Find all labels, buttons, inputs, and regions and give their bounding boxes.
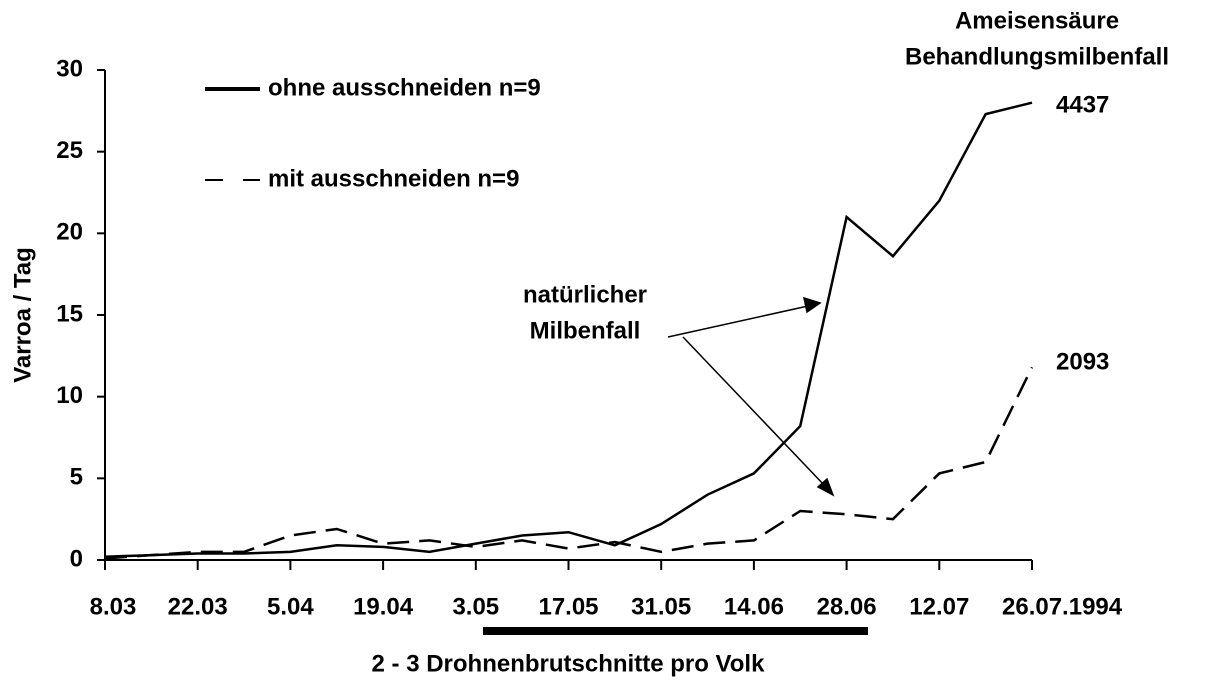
x-tick-label: 14.06: [724, 593, 784, 620]
annotation: 4437: [1056, 91, 1109, 118]
arrows: [667, 296, 835, 497]
y-tick-label: 15: [56, 300, 83, 327]
y-tick-label: 30: [56, 55, 83, 82]
x-tick-label: 19.04: [353, 593, 414, 620]
y-tick-label: 20: [56, 219, 83, 246]
x-tick-label: 12.07: [909, 593, 969, 620]
x-tick-label: 5.04: [267, 593, 314, 620]
x-tick-label: 31.05: [631, 593, 691, 620]
y-axis-label: Varroa / Tag: [9, 247, 36, 383]
x-tick-label: 17.05: [538, 593, 598, 620]
cut-period-bar: [483, 627, 868, 635]
x-axis-label: 2 - 3 Drohnenbrutschnitte pro Volk: [372, 650, 766, 677]
x-tick-label: 8.03: [90, 593, 137, 620]
y-tick-label: 10: [56, 382, 83, 409]
annotation: Milbenfall: [530, 317, 641, 344]
y-tick-label: 25: [56, 137, 83, 164]
series-line: [104, 366, 1034, 560]
annotation: natürlicher: [523, 281, 647, 308]
legend-label: ohne ausschneiden n=9: [268, 74, 541, 101]
legend-label: mit ausschneiden n=9: [268, 165, 519, 192]
annotation: 2093: [1056, 348, 1109, 375]
annotation: Ameisensäure: [955, 7, 1119, 34]
annotation: Behandlungsmilbenfall: [905, 43, 1169, 70]
series-line: [104, 101, 1033, 558]
y-tick-label: 5: [70, 464, 83, 491]
x-tick-label: 28.06: [817, 593, 877, 620]
x-tick-label: 22.03: [168, 593, 228, 620]
y-tick-label: 0: [70, 545, 83, 572]
x-tick-label: 3.05: [452, 593, 499, 620]
x-tick-label: 26.07.1994: [1002, 593, 1123, 620]
